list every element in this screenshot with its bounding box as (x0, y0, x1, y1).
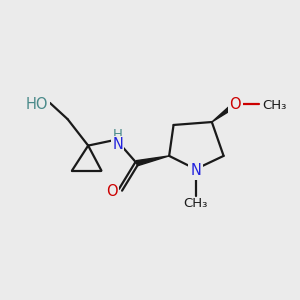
Polygon shape (212, 102, 237, 122)
Text: CH₃: CH₃ (184, 197, 208, 210)
Text: O: O (106, 184, 118, 199)
Text: N: N (190, 163, 201, 178)
Text: H: H (113, 128, 122, 141)
Text: HO: HO (26, 97, 48, 112)
Text: O: O (230, 97, 241, 112)
Text: CH₃: CH₃ (262, 99, 286, 112)
Text: N: N (112, 136, 123, 152)
Polygon shape (136, 156, 169, 166)
